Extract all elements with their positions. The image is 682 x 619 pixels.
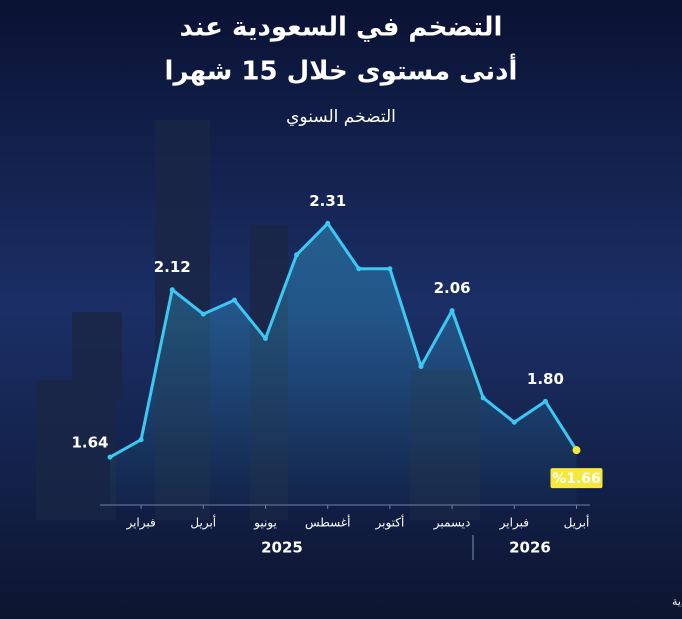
title-line: التضخم في السعودية عند: [180, 13, 503, 43]
subtitle: التضخم السنوي: [286, 107, 396, 127]
source: المصدر: بيانات الهيئة العامة للإحصاء الس…: [672, 595, 682, 608]
point: [356, 266, 362, 272]
point: [169, 287, 175, 293]
year-label: 2025: [261, 539, 303, 557]
point: [231, 297, 237, 303]
x-tick-label: ديسمبر: [433, 516, 471, 531]
point: [325, 220, 331, 226]
point: [418, 363, 424, 369]
value-label: 1.64: [71, 434, 108, 452]
point: [107, 454, 113, 460]
point: [449, 308, 455, 314]
point: [542, 398, 548, 404]
x-tick-label: أغسطس: [305, 515, 350, 531]
value-label: 2.12: [154, 258, 191, 276]
x-tick-label: أبريل: [190, 515, 216, 531]
point: [263, 336, 268, 342]
point: [200, 311, 206, 317]
title-line: أدنى مستوى خلال 15 شهرا: [165, 54, 518, 87]
point: [138, 437, 144, 443]
point: [480, 395, 486, 401]
point: [511, 419, 517, 425]
point: [572, 446, 581, 455]
value-label-box: [550, 468, 603, 489]
x-tick-label: أبريل: [564, 515, 590, 531]
x-tick-label: فبراير: [125, 516, 155, 531]
point: [294, 252, 300, 258]
x-tick-label: يونيو: [253, 516, 277, 531]
area: [110, 223, 577, 505]
x-tick-label: أكتوبر: [374, 515, 404, 531]
value-label: 2.06: [434, 279, 471, 297]
value-label: %1.66: [552, 471, 601, 487]
x-tick-label: فبراير: [499, 516, 529, 531]
point: [387, 266, 393, 272]
year-label: 2026: [509, 539, 551, 557]
value-label: 2.31: [309, 192, 346, 210]
value-label: 1.80: [527, 370, 564, 388]
line: [109, 221, 578, 459]
